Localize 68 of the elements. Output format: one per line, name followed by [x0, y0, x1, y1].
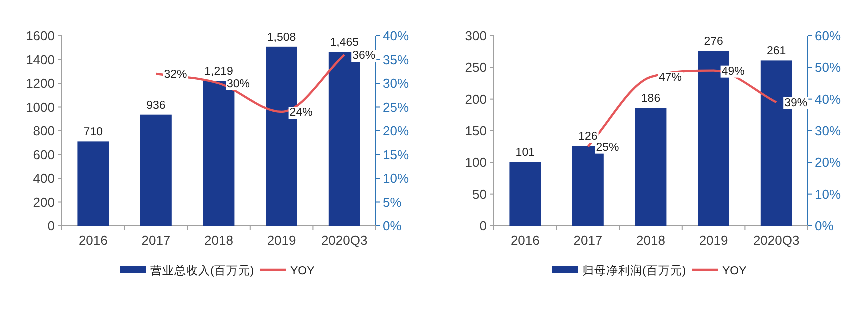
data-label: 39% [784, 98, 808, 110]
data-label: 32% [164, 69, 188, 81]
x-tick-label: 2017 [142, 233, 171, 248]
y2-tick-label: 0% [383, 218, 402, 234]
data-label: 276 [704, 36, 724, 48]
x-tick-label: 2018 [204, 233, 234, 248]
data-label: 25% [596, 142, 620, 154]
x-tick-label: 2016 [78, 233, 108, 248]
y-tick-label: 250 [465, 60, 487, 76]
data-label: 101 [516, 147, 535, 160]
x-tick-label: 2019 [267, 233, 296, 248]
x-tick-label: 2019 [699, 233, 728, 248]
y-tick-label: 200 [33, 194, 55, 210]
y-tick-label: 50 [472, 186, 487, 202]
y2-tick-label: 35% [383, 52, 410, 68]
y-tick-label: 600 [33, 147, 55, 162]
y-tick-label: 1200 [26, 76, 55, 91]
y-tick-label: 1600 [26, 28, 55, 44]
y2-tick-label: 5% [383, 194, 402, 210]
x-tick-label: 2018 [636, 233, 666, 248]
y-tick-label: 0 [480, 218, 487, 234]
x-tick-label: 2017 [574, 233, 603, 248]
y-tick-label: 300 [465, 28, 487, 44]
y2-tick-label: 60% [815, 28, 842, 44]
y2-tick-label: 20% [815, 155, 842, 170]
y-tick-label: 1400 [26, 52, 55, 68]
data-label: 36% [352, 50, 376, 62]
y2-tick-label: 30% [383, 76, 410, 91]
y2-tick-label: 30% [815, 124, 842, 138]
bar [635, 108, 667, 226]
data-label: 1,508 [267, 32, 296, 44]
data-label: 30% [227, 78, 250, 90]
legend-label: YOY [290, 266, 316, 278]
y-tick-label: 1000 [26, 100, 55, 115]
data-label: 261 [767, 46, 786, 58]
data-label: 1,219 [204, 66, 234, 78]
data-label: 186 [641, 93, 661, 106]
y2-tick-label: 40% [815, 92, 842, 107]
bar [78, 142, 110, 226]
y-tick-label: 100 [465, 155, 487, 170]
y2-tick-label: 40% [383, 28, 410, 44]
y2-tick-label: 10% [383, 171, 410, 186]
y2-tick-label: 50% [815, 60, 842, 76]
legend-label: 营业总收入(百万元) [150, 264, 254, 278]
bar [140, 114, 172, 226]
y-tick-label: 200 [465, 92, 487, 107]
y-tick-label: 150 [465, 124, 487, 138]
x-tick-label: 2020Q3 [321, 233, 368, 248]
x-tick-label: 2016 [510, 233, 540, 248]
y2-tick-label: 15% [383, 147, 410, 162]
data-label: 710 [84, 126, 103, 139]
legend-label: 归母净利润(百万元) [582, 264, 686, 278]
data-label: 47% [659, 72, 682, 84]
legend-label: YOY [722, 266, 748, 278]
data-label: 126 [578, 131, 598, 144]
y2-tick-label: 10% [815, 186, 842, 202]
y2-tick-label: 20% [383, 124, 410, 138]
y2-tick-label: 25% [383, 100, 410, 115]
bar [510, 162, 542, 226]
y-tick-label: 800 [33, 124, 55, 138]
y2-tick-label: 0% [815, 218, 834, 234]
data-label: 1,465 [330, 37, 359, 50]
y-tick-label: 400 [33, 171, 55, 186]
data-label: 49% [722, 66, 745, 78]
y-tick-label: 0 [48, 218, 55, 234]
data-label: 936 [146, 100, 166, 112]
data-label: 24% [290, 107, 313, 119]
x-tick-label: 2020Q3 [753, 233, 800, 248]
